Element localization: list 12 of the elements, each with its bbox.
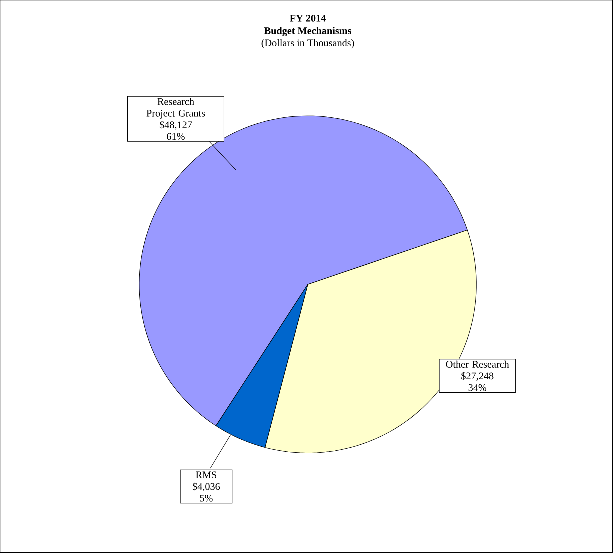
data-label: $4,036	[192, 482, 220, 492]
slice-label: Research Project Grants	[146, 98, 206, 119]
data-label: $48,127	[160, 121, 192, 130]
text: (Dollars in Thousands)	[262, 39, 354, 49]
text: 5%	[200, 494, 213, 502]
text: 61%	[167, 133, 185, 140]
slice-label: RMS	[196, 472, 217, 478]
chart-subtitle: Budget Mechanisms	[264, 27, 352, 36]
data-label: $27,248	[462, 372, 494, 382]
chart-title: FY 2014	[290, 15, 326, 22]
slice-label: Other Research	[446, 360, 510, 368]
text: 34%	[468, 384, 487, 392]
